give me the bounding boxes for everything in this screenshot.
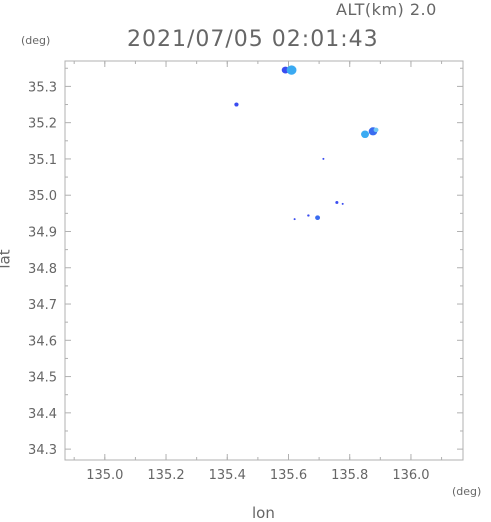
y-tick-label-2: 35.1 xyxy=(28,153,57,168)
x-axis-unit: (deg) xyxy=(452,485,482,498)
echo-point-7 xyxy=(335,201,339,204)
y-tick-label-0: 35.3 xyxy=(28,80,57,95)
y-tick-label-7: 34.6 xyxy=(28,334,57,349)
x-tick-label-2: 135.4 xyxy=(209,468,246,483)
echo-point-2 xyxy=(234,102,239,107)
x-tick-label-0: 135.0 xyxy=(86,468,123,483)
echo-point-1 xyxy=(286,65,297,75)
x-tick-label-5: 136.0 xyxy=(392,468,429,483)
y-axis-unit: (deg) xyxy=(21,34,51,47)
x-axis-label: lon xyxy=(252,504,275,522)
y-tick-label-3: 35.0 xyxy=(28,189,57,204)
x-tick-label-3: 135.6 xyxy=(270,468,307,483)
y-tick-label-1: 35.2 xyxy=(28,117,57,132)
y-tick-label-10: 34.3 xyxy=(28,443,57,458)
y-tick-label-6: 34.7 xyxy=(28,298,57,313)
echo-point-6 xyxy=(322,157,325,160)
echo-point-10 xyxy=(315,215,321,221)
echo-point-3 xyxy=(361,130,370,139)
x-tick-label-4: 135.8 xyxy=(331,468,368,483)
plot-frame xyxy=(64,60,464,461)
x-tick-label-1: 135.2 xyxy=(147,468,184,483)
echo-point-8 xyxy=(341,202,344,205)
y-tick-label-5: 34.8 xyxy=(28,262,57,277)
echo-point-11 xyxy=(293,218,296,221)
timestamp-title: 2021/07/05 02:01:43 xyxy=(127,27,379,52)
altitude-label: ALT(km) 2.0 xyxy=(336,0,437,19)
y-tick-label-4: 34.9 xyxy=(28,225,57,240)
echo-point-9 xyxy=(307,214,310,217)
y-tick-label-9: 34.4 xyxy=(28,407,57,422)
y-tick-label-8: 34.5 xyxy=(28,371,57,386)
echo-point-5 xyxy=(373,127,379,133)
